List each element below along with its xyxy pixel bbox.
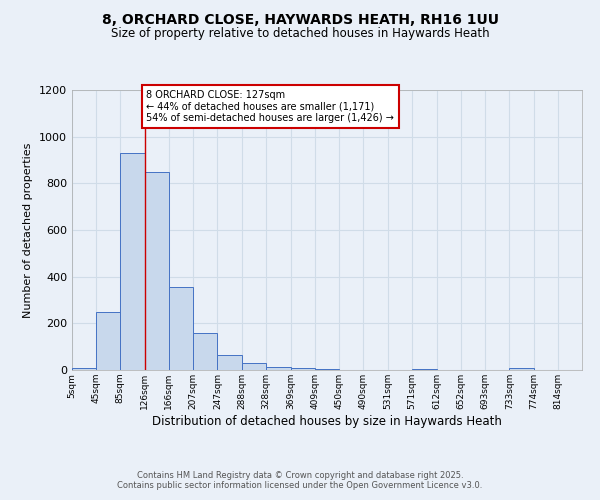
Text: Contains HM Land Registry data © Crown copyright and database right 2025.
Contai: Contains HM Land Registry data © Crown c… [118, 470, 482, 490]
Bar [217, 355, 242, 370]
Bar [193, 332, 217, 370]
Bar [120, 153, 145, 370]
Bar [169, 287, 193, 370]
Bar [314, 369, 340, 370]
Bar [242, 363, 266, 370]
Text: 8 ORCHARD CLOSE: 127sqm
← 44% of detached houses are smaller (1,171)
54% of semi: 8 ORCHARD CLOSE: 127sqm ← 44% of detache… [146, 90, 394, 123]
Bar [266, 366, 290, 370]
Bar [145, 172, 169, 370]
Bar [72, 368, 96, 370]
Y-axis label: Number of detached properties: Number of detached properties [23, 142, 34, 318]
Bar [290, 368, 314, 370]
Text: 8, ORCHARD CLOSE, HAYWARDS HEATH, RH16 1UU: 8, ORCHARD CLOSE, HAYWARDS HEATH, RH16 1… [101, 12, 499, 26]
X-axis label: Distribution of detached houses by size in Haywards Heath: Distribution of detached houses by size … [152, 414, 502, 428]
Bar [96, 312, 120, 370]
Bar [509, 368, 534, 370]
Text: Size of property relative to detached houses in Haywards Heath: Size of property relative to detached ho… [110, 28, 490, 40]
Bar [412, 369, 437, 370]
